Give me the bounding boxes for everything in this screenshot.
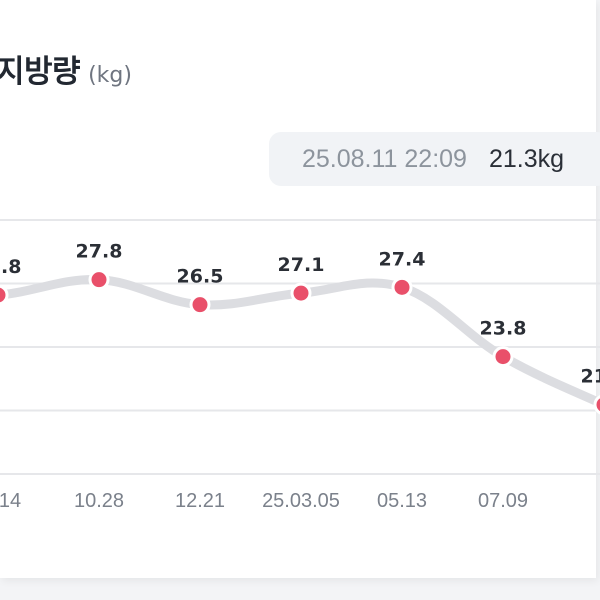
x-tick-label: 07.09 — [478, 490, 528, 512]
tooltip-date: 25.08.11 22:09 — [302, 144, 467, 173]
data-label: 27.1 — [278, 254, 325, 276]
data-point[interactable] — [593, 395, 600, 415]
data-point[interactable] — [290, 282, 312, 304]
card-header: 지방량 (kg) — [0, 46, 132, 90]
x-tick-label: 10.28 — [74, 490, 124, 512]
data-label: 21.3 — [581, 366, 600, 388]
data-points — [0, 269, 600, 415]
data-label: 23.8 — [480, 318, 527, 340]
data-point[interactable] — [88, 269, 110, 291]
selected-point-tooltip: 25.08.11 22:09 21.3kg — [269, 132, 600, 186]
data-point[interactable] — [0, 284, 9, 306]
data-label: 27.8 — [76, 241, 123, 263]
series-line-layer — [0, 275, 600, 408]
data-label: 27.4 — [379, 248, 426, 270]
data-label: 26.5 — [177, 266, 224, 288]
data-label: 26.8 — [0, 256, 21, 278]
x-tick-label: 25.03.05 — [262, 490, 340, 512]
chart-unit: (kg) — [88, 63, 132, 88]
series-line — [0, 275, 600, 408]
x-tick-label: 05.13 — [377, 490, 427, 512]
data-point[interactable] — [391, 276, 413, 298]
data-labels: 26.8 27.8 26.5 27.1 27.4 23.8 21.3 — [0, 241, 600, 388]
tooltip-value: 21.3kg — [488, 144, 565, 173]
x-tick-label: 14 — [0, 490, 21, 512]
chart-title: 지방량 — [0, 54, 81, 90]
data-point[interactable] — [189, 294, 211, 316]
fat-mass-card: 지방량 (kg) 26.8 27.8 26.5 27.1 27.4 23.8 21.3 14… — [0, 0, 600, 578]
data-point[interactable] — [492, 346, 514, 368]
x-tick-label: 12.21 — [175, 490, 225, 512]
